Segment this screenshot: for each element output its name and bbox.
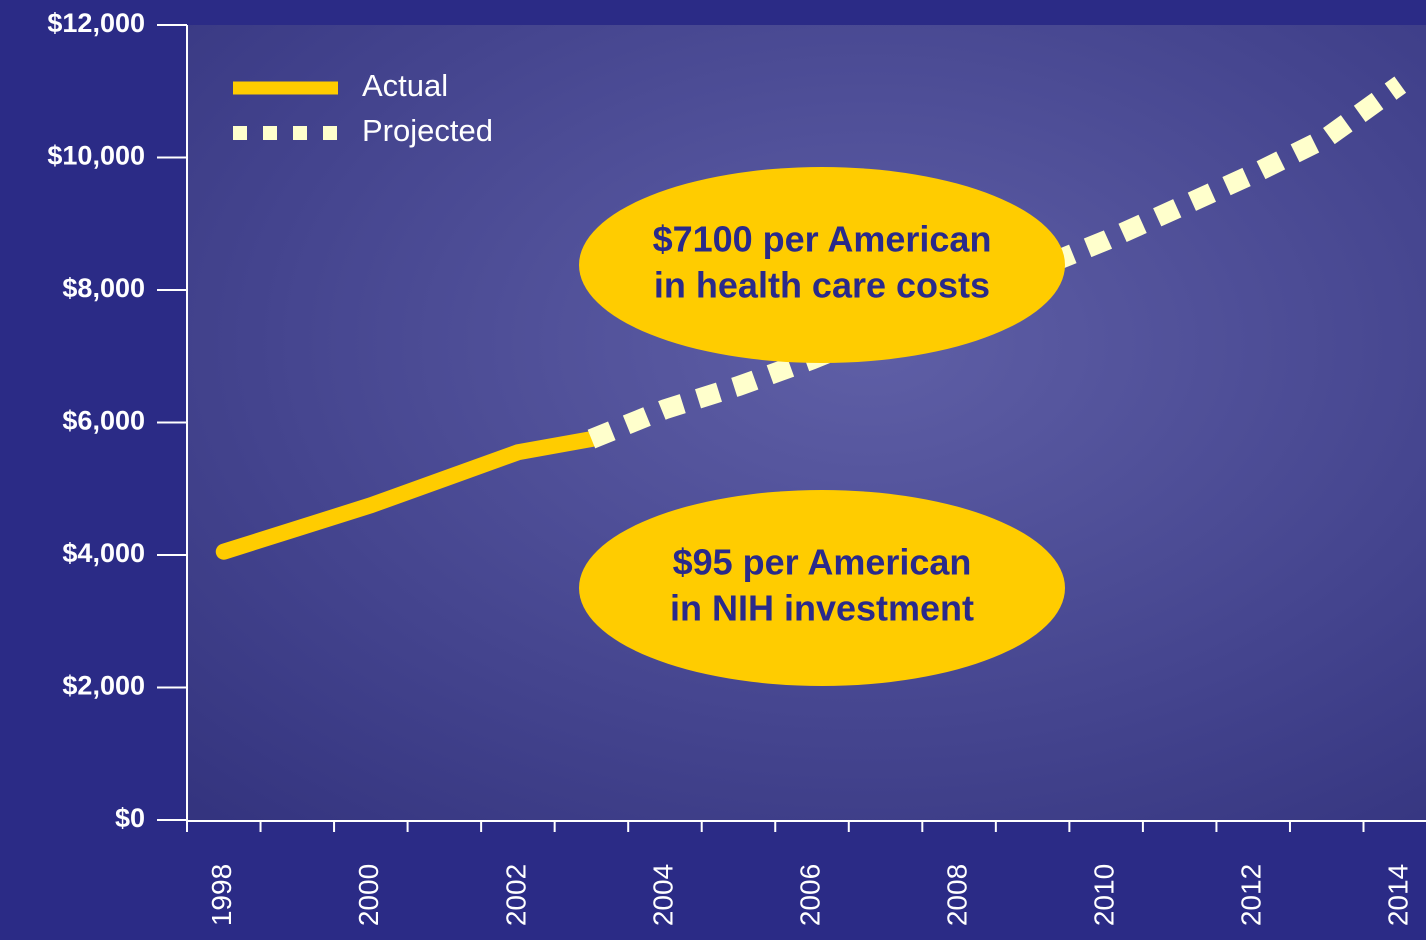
y-tick-label: $10,000 xyxy=(47,141,145,171)
y-tick-label: $12,000 xyxy=(47,8,145,38)
data-line xyxy=(215,431,600,560)
y-tick-label: $0 xyxy=(115,803,145,833)
annotation-bubble xyxy=(579,490,1065,686)
legend-label: Projected xyxy=(362,113,493,148)
x-tick-label: 2008 xyxy=(941,864,972,926)
x-tick-label: 2004 xyxy=(647,864,678,926)
x-tick-label: 2014 xyxy=(1383,864,1414,926)
y-tick-label: $2,000 xyxy=(62,671,145,701)
y-tick-label: $4,000 xyxy=(62,538,145,568)
annotation-text: in NIH investment xyxy=(670,588,974,629)
plot-area xyxy=(188,25,1426,820)
x-tick-label: 2010 xyxy=(1089,864,1120,926)
x-tick-label: 2002 xyxy=(500,864,531,926)
x-tick-label: 2000 xyxy=(353,864,384,926)
annotation-text: in health care costs xyxy=(654,265,990,306)
x-tick-label: 1998 xyxy=(206,864,237,926)
legend-label: Actual xyxy=(362,68,448,103)
x-tick-label: 2012 xyxy=(1236,864,1267,926)
annotation-text: $7100 per American xyxy=(653,219,992,260)
y-tick-label: $8,000 xyxy=(62,273,145,303)
annotation-text: $95 per American xyxy=(673,542,972,583)
annotation-bubble xyxy=(579,167,1065,363)
y-tick-label: $6,000 xyxy=(62,406,145,436)
x-tick-label: 2006 xyxy=(794,864,825,926)
